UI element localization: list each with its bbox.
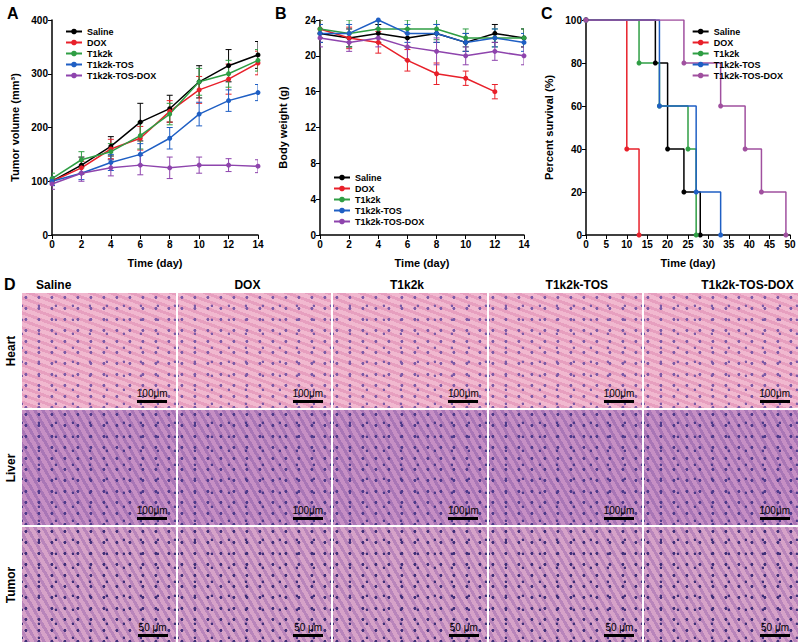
svg-text:10: 10	[621, 239, 633, 250]
html-text:100μm: 100μm	[448, 505, 479, 516]
svg-text:Saline: Saline	[714, 27, 741, 37]
svg-text:8: 8	[434, 239, 440, 250]
svg-text:8: 8	[310, 158, 316, 169]
html-text:Tumor: Tumor	[4, 566, 18, 603]
svg-text:20: 20	[305, 50, 317, 61]
html-text:100μm: 100μm	[136, 505, 168, 516]
svg-text:4: 4	[376, 239, 382, 250]
html-text:T1k2k: T1k2k	[390, 278, 424, 292]
svg-text:B: B	[275, 5, 287, 22]
svg-text:12: 12	[489, 239, 501, 250]
svg-text:T1k2k: T1k2k	[87, 49, 114, 59]
svg-text:Tumor volume (mm³): Tumor volume (mm³)	[9, 73, 21, 182]
html-text:100μm: 100μm	[603, 388, 635, 399]
svg-text:16: 16	[305, 86, 317, 97]
svg-text:T1k2k-TOS-DOX: T1k2k-TOS-DOX	[714, 71, 783, 81]
svg-text:14: 14	[252, 239, 264, 250]
svg-text:8: 8	[167, 239, 173, 250]
svg-text:0: 0	[42, 230, 48, 241]
svg-text:0: 0	[583, 239, 589, 250]
svg-text:0: 0	[576, 230, 582, 241]
svg-text:100: 100	[565, 15, 582, 26]
svg-text:T1k2k-TOS-DOX: T1k2k-TOS-DOX	[87, 71, 156, 81]
svg-text:60: 60	[571, 101, 583, 112]
html-text:100μm: 100μm	[292, 388, 324, 399]
svg-text:T1k2k: T1k2k	[714, 49, 741, 59]
svg-text:T1k2k-TOS: T1k2k-TOS	[87, 60, 134, 70]
svg-text:DOX: DOX	[714, 38, 734, 48]
svg-text:4: 4	[310, 194, 316, 205]
svg-text:10: 10	[194, 239, 206, 250]
svg-text:4: 4	[108, 239, 114, 250]
html-text:Heart: Heart	[4, 335, 18, 366]
svg-text:45: 45	[764, 239, 776, 250]
html-text:50 μm: 50 μm	[294, 622, 323, 633]
svg-text:50: 50	[784, 239, 796, 250]
svg-text:Percent survival (%): Percent survival (%)	[543, 75, 555, 180]
svg-text:C: C	[541, 5, 553, 22]
svg-text:40: 40	[571, 144, 583, 155]
svg-text:T1k2k-TOS: T1k2k-TOS	[355, 206, 402, 216]
svg-text:Saline: Saline	[355, 173, 382, 183]
svg-text:20: 20	[662, 239, 674, 250]
svg-text:0: 0	[310, 230, 316, 241]
svg-text:6: 6	[405, 239, 411, 250]
svg-text:25: 25	[682, 239, 694, 250]
svg-text:T1k2k: T1k2k	[355, 195, 382, 205]
html-text:100μm: 100μm	[448, 388, 479, 399]
svg-text:15: 15	[642, 239, 654, 250]
svg-text:30: 30	[703, 239, 715, 250]
svg-text:0: 0	[49, 239, 55, 250]
svg-text:200: 200	[31, 122, 48, 133]
svg-text:DOX: DOX	[87, 38, 107, 48]
svg-text:A: A	[7, 5, 19, 22]
svg-text:T1k2k-TOS-DOX: T1k2k-TOS-DOX	[355, 217, 424, 227]
svg-text:T1k2k-TOS: T1k2k-TOS	[714, 60, 761, 70]
svg-text:40: 40	[744, 239, 756, 250]
html-text:D: D	[4, 276, 16, 293]
html-text:100μm: 100μm	[292, 505, 324, 516]
svg-text:35: 35	[723, 239, 735, 250]
html-text:T1k2k-TOS-DOX: T1k2k-TOS-DOX	[701, 278, 794, 292]
svg-text:300: 300	[31, 68, 48, 79]
svg-text:2: 2	[346, 239, 352, 250]
svg-text:Time (day): Time (day)	[395, 257, 450, 269]
svg-text:6: 6	[138, 239, 144, 250]
svg-text:400: 400	[31, 15, 48, 26]
svg-text:Saline: Saline	[87, 27, 114, 37]
svg-text:20: 20	[571, 187, 583, 198]
svg-text:100: 100	[31, 176, 48, 187]
html-text:50 μm: 50 μm	[449, 622, 478, 633]
svg-text:Body weight (g): Body weight (g)	[277, 86, 289, 169]
html-text:T1k2k-TOS: T1k2k-TOS	[545, 278, 609, 292]
html-text:Saline: Saline	[36, 278, 72, 292]
html-text:100μm: 100μm	[136, 388, 168, 399]
svg-text:2: 2	[79, 239, 85, 250]
svg-text:5: 5	[604, 239, 610, 250]
svg-text:12: 12	[223, 239, 235, 250]
svg-text:DOX: DOX	[355, 184, 375, 194]
html-text:DOX: DOX	[234, 278, 261, 292]
svg-text:Time (day): Time (day)	[128, 257, 183, 269]
svg-text:12: 12	[305, 122, 317, 133]
svg-text:0: 0	[317, 239, 323, 250]
svg-text:24: 24	[305, 15, 317, 26]
svg-text:10: 10	[460, 239, 472, 250]
svg-text:14: 14	[518, 239, 530, 250]
html-text:100μm: 100μm	[759, 505, 790, 516]
svg-text:80: 80	[571, 58, 583, 69]
svg-text:Time (day): Time (day)	[661, 257, 716, 269]
html-text:100μm: 100μm	[759, 388, 790, 399]
html-text:50 μm: 50 μm	[761, 622, 789, 633]
html-text:Liver: Liver	[4, 453, 18, 482]
html-text:100μm: 100μm	[603, 505, 635, 516]
html-text:50 μm: 50 μm	[605, 622, 634, 633]
html-text:50 μm: 50 μm	[138, 622, 167, 633]
